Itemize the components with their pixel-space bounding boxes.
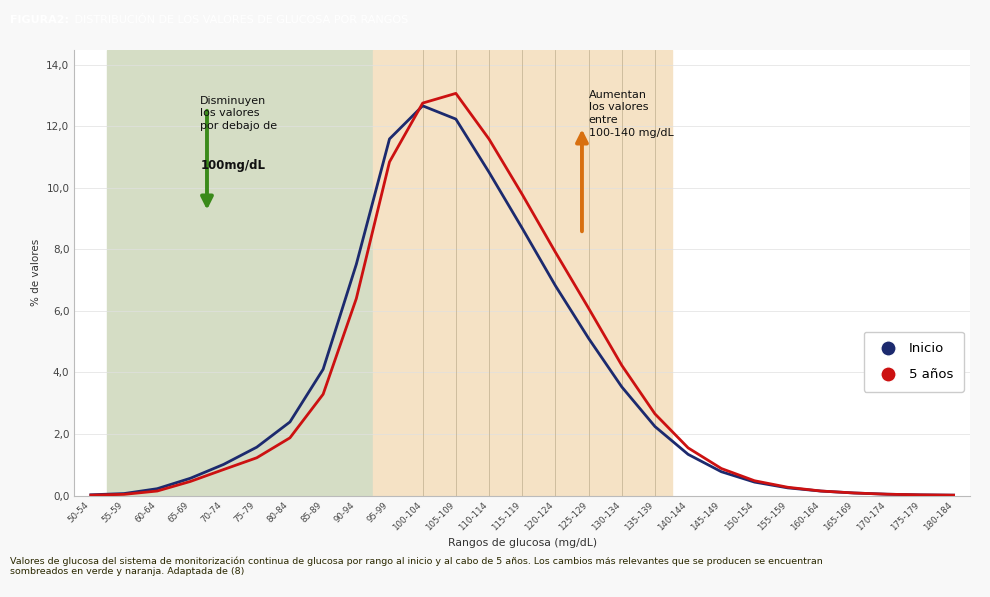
Legend: Inicio, 5 años: Inicio, 5 años <box>864 331 963 392</box>
Y-axis label: % de valores: % de valores <box>31 239 41 306</box>
Bar <box>108 50 373 496</box>
Text: 100mg/dL: 100mg/dL <box>200 159 265 172</box>
Text: DISTRIBUCIÓN DE LOS VALORES DE GLUCOSA POR RANGOS: DISTRIBUCIÓN DE LOS VALORES DE GLUCOSA P… <box>71 16 409 25</box>
Text: Aumentan
los valores
entre
100-140 mg/dL: Aumentan los valores entre 100-140 mg/dL <box>589 90 673 138</box>
Text: Disminuyen
los valores
por debajo de: Disminuyen los valores por debajo de <box>200 96 277 131</box>
Text: Valores de glucosa del sistema de monitorización continua de glucosa por rango a: Valores de glucosa del sistema de monito… <box>10 556 823 576</box>
Text: FIGURA2:: FIGURA2: <box>10 16 69 25</box>
Bar <box>373 50 671 496</box>
X-axis label: Rangos de glucosa (mg/dL): Rangos de glucosa (mg/dL) <box>447 538 597 548</box>
